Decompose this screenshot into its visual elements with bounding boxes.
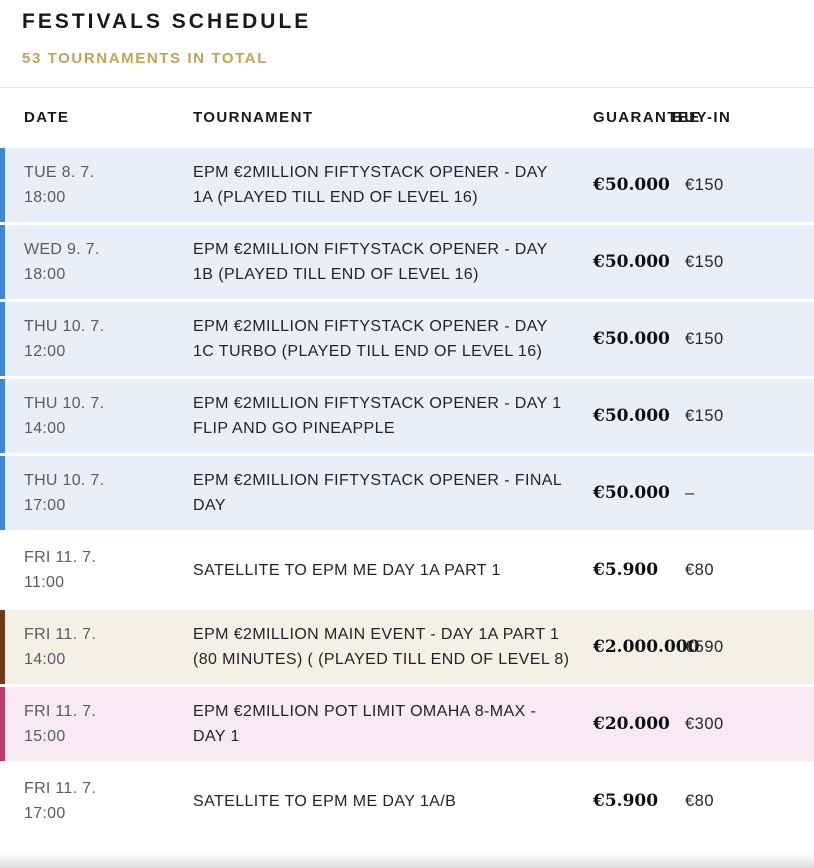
buyin-value: €300 (685, 714, 724, 733)
time-text: 12:00 (24, 343, 66, 360)
guarantee-value: €50.000 (593, 252, 670, 272)
buyin-value: – (685, 483, 695, 502)
date-text: THU 10. 7. (24, 318, 105, 335)
header-divider (0, 87, 814, 88)
table-column-headers: DATE TOURNAMENT GUARANTEE BUY-IN (0, 88, 814, 148)
time-text: 11:00 (24, 574, 65, 591)
time-text: 18:00 (24, 266, 66, 283)
date-cell: FRI 11. 7. 11:00 (24, 545, 193, 595)
table-row[interactable]: THU 10. 7. 14:00 EPM €2MILLION FIFTYSTAC… (0, 379, 814, 453)
tournament-name: EPM €2MILLION MAIN EVENT - DAY 1A PART 1… (193, 626, 570, 668)
table-row[interactable]: WED 9. 7. 18:00 EPM €2MILLION FIFTYSTACK… (0, 225, 814, 299)
column-header-date: DATE (24, 109, 70, 126)
buyin-value: €150 (685, 252, 724, 271)
date-cell: THU 10. 7. 17:00 (24, 468, 193, 518)
table-row[interactable]: THU 10. 7. 17:00 EPM €2MILLION FIFTYSTAC… (0, 456, 814, 530)
time-text: 15:00 (24, 728, 66, 745)
buyin-value: €150 (685, 175, 724, 194)
date-text: THU 10. 7. (24, 395, 105, 412)
column-header-tournament: TOURNAMENT (193, 109, 314, 126)
tournament-name: SATELLITE TO EPM ME DAY 1A PART 1 (193, 561, 501, 579)
tournament-name: EPM €2MILLION FIFTYSTACK OPENER - DAY 1C… (193, 318, 548, 360)
bottom-fade (0, 854, 814, 868)
date-text: FRI 11. 7. (24, 549, 97, 566)
date-text: TUE 8. 7. (24, 164, 95, 181)
date-cell: THU 10. 7. 12:00 (24, 314, 193, 364)
date-cell: FRI 11. 7. 17:00 (24, 776, 193, 826)
date-cell: WED 9. 7. 18:00 (24, 237, 193, 287)
guarantee-value: €50.000 (593, 483, 670, 503)
guarantee-value: €5.900 (593, 560, 659, 580)
table-row[interactable]: THU 10. 7. 12:00 EPM €2MILLION FIFTYSTAC… (0, 302, 814, 376)
column-header-guarantee: GUARANTEE (593, 109, 701, 126)
date-text: FRI 11. 7. (24, 626, 97, 643)
date-cell: TUE 8. 7. 18:00 (24, 160, 193, 210)
buyin-value: €590 (685, 637, 724, 656)
guarantee-value: €2.000.000 (593, 637, 700, 657)
table-row[interactable]: FRI 11. 7. 15:00 EPM €2MILLION POT LIMIT… (0, 687, 814, 761)
time-text: 17:00 (24, 497, 66, 514)
tournament-name: EPM €2MILLION FIFTYSTACK OPENER - FINAL … (193, 472, 562, 514)
table-row[interactable]: FRI 11. 7. 11:00 SATELLITE TO EPM ME DAY… (0, 533, 814, 607)
buyin-value: €150 (685, 329, 724, 348)
column-header-buyin: BUY-IN (672, 109, 732, 126)
buyin-value: €150 (685, 406, 724, 425)
date-text: THU 10. 7. (24, 472, 105, 489)
date-cell: FRI 11. 7. 14:00 (24, 622, 193, 672)
date-cell: FRI 11. 7. 15:00 (24, 699, 193, 749)
date-text: WED 9. 7. (24, 241, 100, 258)
page-title: FESTIVALS SCHEDULE (22, 10, 312, 33)
guarantee-value: €50.000 (593, 175, 670, 195)
tournament-count-subtitle: 53 TOURNAMENTS IN TOTAL (22, 50, 268, 67)
tournament-name: EPM €2MILLION FIFTYSTACK OPENER - DAY 1A… (193, 164, 548, 206)
table-row[interactable]: FRI 11. 7. 17:00 SATELLITE TO EPM ME DAY… (0, 764, 814, 838)
time-text: 14:00 (24, 651, 66, 668)
table-row[interactable]: TUE 8. 7. 18:00 EPM €2MILLION FIFTYSTACK… (0, 148, 814, 222)
guarantee-value: €5.900 (593, 791, 659, 811)
page-heading: FESTIVALS SCHEDULE 53 TOURNAMENTS IN TOT… (0, 0, 814, 67)
buyin-value: €80 (685, 560, 715, 579)
date-cell: THU 10. 7. 14:00 (24, 391, 193, 441)
table-row[interactable]: FRI 11. 7. 14:00 EPM €2MILLION MAIN EVEN… (0, 610, 814, 684)
time-text: 14:00 (24, 420, 66, 437)
buyin-value: €80 (685, 791, 715, 810)
tournament-name: EPM €2MILLION FIFTYSTACK OPENER - DAY 1B… (193, 241, 548, 283)
guarantee-value: €50.000 (593, 329, 670, 349)
time-text: 18:00 (24, 189, 66, 206)
tournament-name: EPM €2MILLION POT LIMIT OMAHA 8-MAX - DA… (193, 703, 537, 745)
time-text: 17:00 (24, 805, 66, 822)
schedule-table: TUE 8. 7. 18:00 EPM €2MILLION FIFTYSTACK… (0, 148, 814, 838)
guarantee-value: €50.000 (593, 406, 670, 426)
date-text: FRI 11. 7. (24, 703, 97, 720)
guarantee-value: €20.000 (593, 714, 670, 734)
tournament-name: EPM €2MILLION FIFTYSTACK OPENER - DAY 1 … (193, 395, 562, 437)
tournament-name: SATELLITE TO EPM ME DAY 1A/B (193, 792, 457, 810)
date-text: FRI 11. 7. (24, 780, 97, 797)
